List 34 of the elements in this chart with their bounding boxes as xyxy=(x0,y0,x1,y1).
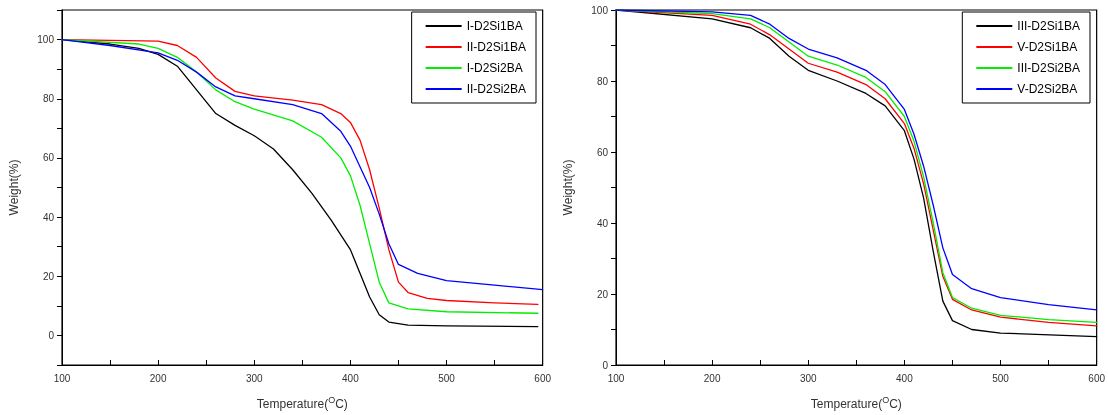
y-tick-label: 20 xyxy=(42,270,55,282)
y-tick-label: 100 xyxy=(591,4,609,16)
legend-label: II-D2Si2BA xyxy=(466,82,526,96)
y-tick-label: 100 xyxy=(37,34,55,46)
y-tick-label: 40 xyxy=(596,217,609,229)
y-tick-label: 60 xyxy=(42,152,55,164)
x-tick-label: 500 xyxy=(992,372,1010,384)
legend-label: I-D2Si1BA xyxy=(466,19,523,33)
x-tick-label: 300 xyxy=(799,372,818,384)
y-axis-title: Weight(%) xyxy=(561,159,575,216)
x-tick-label: 500 xyxy=(438,372,456,384)
y-tick-label: 80 xyxy=(42,93,55,105)
y-tick-label: 40 xyxy=(42,211,55,223)
legend-label: III-D2Si2BA xyxy=(1017,61,1081,75)
x-tick-label: 400 xyxy=(896,372,914,384)
legend-label: III-D2Si1BA xyxy=(1017,19,1081,33)
y-tick-label: 0 xyxy=(48,329,55,341)
legend-label: V-D2Si2BA xyxy=(1017,82,1078,96)
y-axis-title: Weight(%) xyxy=(7,159,21,216)
x-tick-label: 300 xyxy=(245,372,264,384)
x-tick-label: 200 xyxy=(703,372,721,384)
y-tick-label: 80 xyxy=(596,75,609,87)
y-tick-label: 20 xyxy=(596,288,609,300)
legend-label: I-D2Si2BA xyxy=(466,61,523,75)
legend-label: V-D2Si1BA xyxy=(1017,40,1078,54)
x-tick-label: 200 xyxy=(149,372,167,384)
x-tick-label: 600 xyxy=(1088,372,1106,384)
y-tick-label: 60 xyxy=(596,146,609,158)
x-tick-label: 100 xyxy=(607,372,625,384)
x-tick-label: 600 xyxy=(534,372,552,384)
x-tick-label: 100 xyxy=(53,372,71,384)
y-tick-label: 0 xyxy=(602,359,609,371)
legend-label: II-D2Si1BA xyxy=(466,40,526,54)
x-tick-label: 400 xyxy=(342,372,360,384)
